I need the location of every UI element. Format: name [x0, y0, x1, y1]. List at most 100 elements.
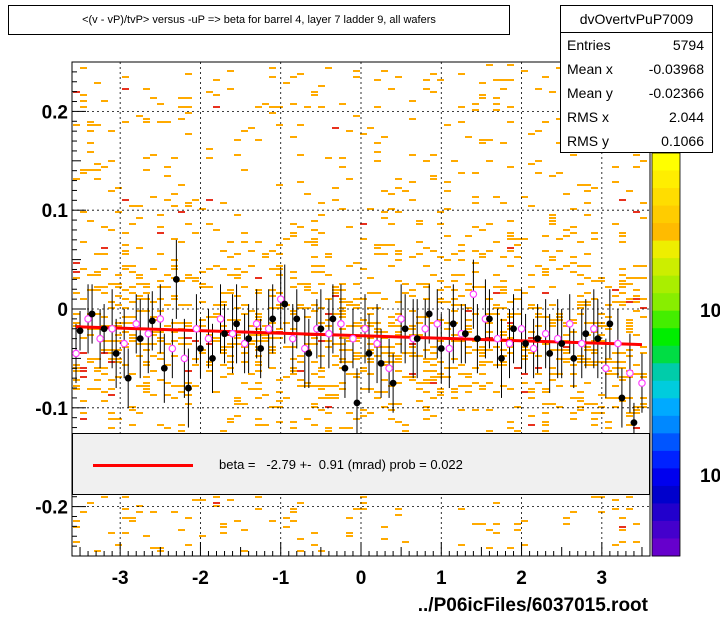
- histogram-cell: [108, 307, 115, 309]
- histogram-cell: [143, 169, 150, 171]
- histogram-cell: [241, 382, 248, 384]
- histogram-cell: [311, 385, 318, 387]
- histogram-cell: [521, 70, 528, 72]
- histogram-cell: [619, 268, 626, 270]
- histogram-cell: [528, 337, 535, 339]
- histogram-cell: [514, 298, 521, 300]
- histogram-cell: [248, 250, 255, 252]
- histogram-cell: [241, 271, 248, 273]
- histogram-cell: [332, 286, 339, 288]
- histogram-cell: [535, 307, 542, 309]
- histogram-cell: [311, 238, 318, 240]
- histogram-cell: [360, 367, 367, 369]
- histogram-cell: [143, 286, 150, 288]
- histogram-cell: [192, 385, 199, 387]
- histogram-cell: [577, 184, 584, 186]
- histogram-cell: [276, 307, 283, 309]
- histogram-cell: [423, 283, 430, 285]
- histogram-cell: [234, 334, 241, 336]
- histogram-cell: [437, 223, 444, 225]
- histogram-cell: [318, 550, 325, 552]
- histogram-cell: [535, 325, 542, 327]
- histogram-cell: [367, 349, 374, 351]
- histogram-cell: [136, 205, 143, 207]
- histogram-cell: [73, 388, 80, 390]
- histogram-cell: [101, 166, 108, 168]
- histogram-cell: [542, 391, 549, 393]
- histogram-cell: [122, 496, 129, 498]
- histogram-cell: [626, 415, 633, 417]
- histogram-cell: [164, 364, 171, 366]
- histogram-cell: [577, 397, 584, 399]
- histogram-cell: [346, 178, 353, 180]
- histogram-cell: [262, 424, 269, 426]
- color-scale-label: 10: [700, 301, 720, 322]
- histogram-cell: [255, 316, 262, 318]
- histogram-cell: [178, 280, 185, 282]
- histogram-cell: [346, 517, 353, 519]
- histogram-cell: [500, 280, 507, 282]
- histogram-cell: [290, 286, 297, 288]
- histogram-cell: [549, 214, 556, 216]
- histogram-cell: [619, 301, 626, 303]
- filled-point: [461, 330, 469, 338]
- histogram-cell: [514, 238, 521, 240]
- stat-row-mean-x: Mean x -0.03968: [561, 57, 712, 81]
- histogram-cell: [262, 325, 269, 327]
- histogram-cell: [339, 166, 346, 168]
- histogram-cell: [297, 379, 304, 381]
- open-point: [108, 324, 116, 333]
- histogram-cell: [465, 289, 472, 291]
- histogram-cell: [332, 394, 339, 396]
- histogram-cell: [472, 349, 479, 351]
- histogram-cell: [556, 358, 563, 360]
- histogram-cell: [220, 325, 227, 327]
- histogram-cell: [500, 307, 507, 309]
- histogram-cell: [388, 322, 395, 324]
- histogram-cell: [234, 277, 241, 279]
- histogram-cell: [542, 121, 549, 123]
- histogram-cell: [318, 385, 325, 387]
- histogram-cell: [465, 283, 472, 285]
- histogram-cell: [276, 328, 283, 330]
- histogram-cell: [353, 304, 360, 306]
- stat-row-mean-y: Mean y -0.02366: [561, 81, 712, 105]
- histogram-cell: [220, 532, 227, 534]
- histogram-cell: [255, 424, 262, 426]
- histogram-cell: [521, 544, 528, 546]
- histogram-cell: [437, 256, 444, 258]
- histogram-cell: [458, 409, 465, 411]
- histogram-cell: [171, 268, 178, 270]
- histogram-cell: [304, 289, 311, 291]
- histogram-cell: [360, 502, 367, 504]
- histogram-cell: [122, 316, 129, 318]
- histogram-cell: [220, 304, 227, 306]
- histogram-cell: [395, 313, 402, 315]
- histogram-cell: [136, 295, 143, 297]
- histogram-cell: [199, 283, 206, 285]
- histogram-cell: [493, 286, 500, 288]
- histogram-cell: [339, 313, 346, 315]
- filled-point: [233, 320, 240, 328]
- histogram-cell: [535, 265, 542, 267]
- filled-point: [377, 359, 385, 367]
- filled-point: [486, 315, 493, 323]
- histogram-cell: [479, 349, 486, 351]
- histogram-cell: [542, 268, 549, 270]
- histogram-cell: [255, 496, 262, 498]
- filled-point: [245, 335, 253, 343]
- histogram-cell: [528, 391, 535, 393]
- histogram-cell: [297, 124, 304, 126]
- histogram-cell: [353, 325, 360, 327]
- histogram-cell: [255, 382, 262, 384]
- histogram-cell: [213, 505, 220, 507]
- histogram-cell: [591, 322, 598, 324]
- histogram-cell: [122, 364, 129, 366]
- histogram-cell: [269, 268, 276, 270]
- histogram-cell: [444, 124, 451, 126]
- histogram-cell: [633, 406, 640, 408]
- histogram-cell: [472, 226, 479, 228]
- histogram-cell: [283, 517, 290, 519]
- histogram-cell: [640, 202, 647, 204]
- histogram-cell: [577, 406, 584, 408]
